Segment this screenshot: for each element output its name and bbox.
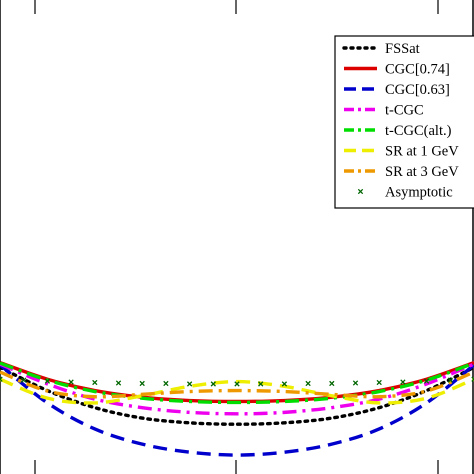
point-asymptotic-10 [234, 381, 240, 387]
point-asymptotic-20 [471, 376, 474, 382]
series-line-sr-at-1-gev [0, 377, 474, 405]
point-asymptotic-8 [186, 381, 193, 387]
point-asymptotic-16 [376, 379, 382, 386]
point-asymptotic-17 [400, 379, 406, 385]
point-asymptotic-0 [0, 376, 3, 382]
point-asymptotic-18 [423, 378, 430, 384]
point-asymptotic-5 [115, 380, 122, 386]
series-line-cgc-0-63 [0, 363, 474, 457]
point-asymptotic-2 [44, 378, 51, 384]
point-asymptotic-4 [92, 379, 98, 386]
series-line-t-cgc-alt [0, 361, 474, 405]
series-layer [0, 361, 474, 457]
legend-label-cgc-0-74: CGC[0.74] [385, 62, 450, 78]
point-asymptotic-19 [447, 377, 453, 383]
point-asymptotic-11 [258, 381, 264, 387]
point-asymptotic-3 [68, 379, 74, 385]
point-asymptotic-15 [352, 380, 359, 386]
point-asymptotic-12 [281, 381, 288, 387]
legend-label-sr-at-3-gev: SR at 3 GeV [385, 164, 459, 180]
legend: FSSat CGC[0.74] CGC[0.63] t-CGC t-CGC(alt.) S… [334, 35, 474, 209]
series-line-t-cgc [0, 362, 474, 416]
point-asymptotic-14 [329, 380, 335, 387]
series-asymptotic [0, 376, 474, 387]
point-asymptotic-13 [305, 380, 311, 387]
series-line-sr-at-3-gev [0, 370, 474, 399]
point-asymptotic-1 [21, 377, 27, 383]
legend-label-cgc-0-63: CGC[0.63] [385, 82, 450, 98]
point-asymptotic-7 [163, 380, 169, 387]
legend-label-t-cgc: t-CGC [385, 103, 424, 119]
legend-label-asymptotic: Asymptotic [385, 185, 453, 201]
legend-label-fssat: FSSat [385, 41, 420, 57]
point-asymptotic-9 [210, 381, 216, 387]
point-asymptotic-6 [139, 380, 145, 387]
legend-box [334, 35, 474, 209]
legend-marker-asymptotic [357, 188, 364, 195]
legend-label-sr-at-1-gev: SR at 1 GeV [385, 144, 459, 160]
legend-label-t-cgc-alt: t-CGC(alt.) [385, 123, 452, 139]
